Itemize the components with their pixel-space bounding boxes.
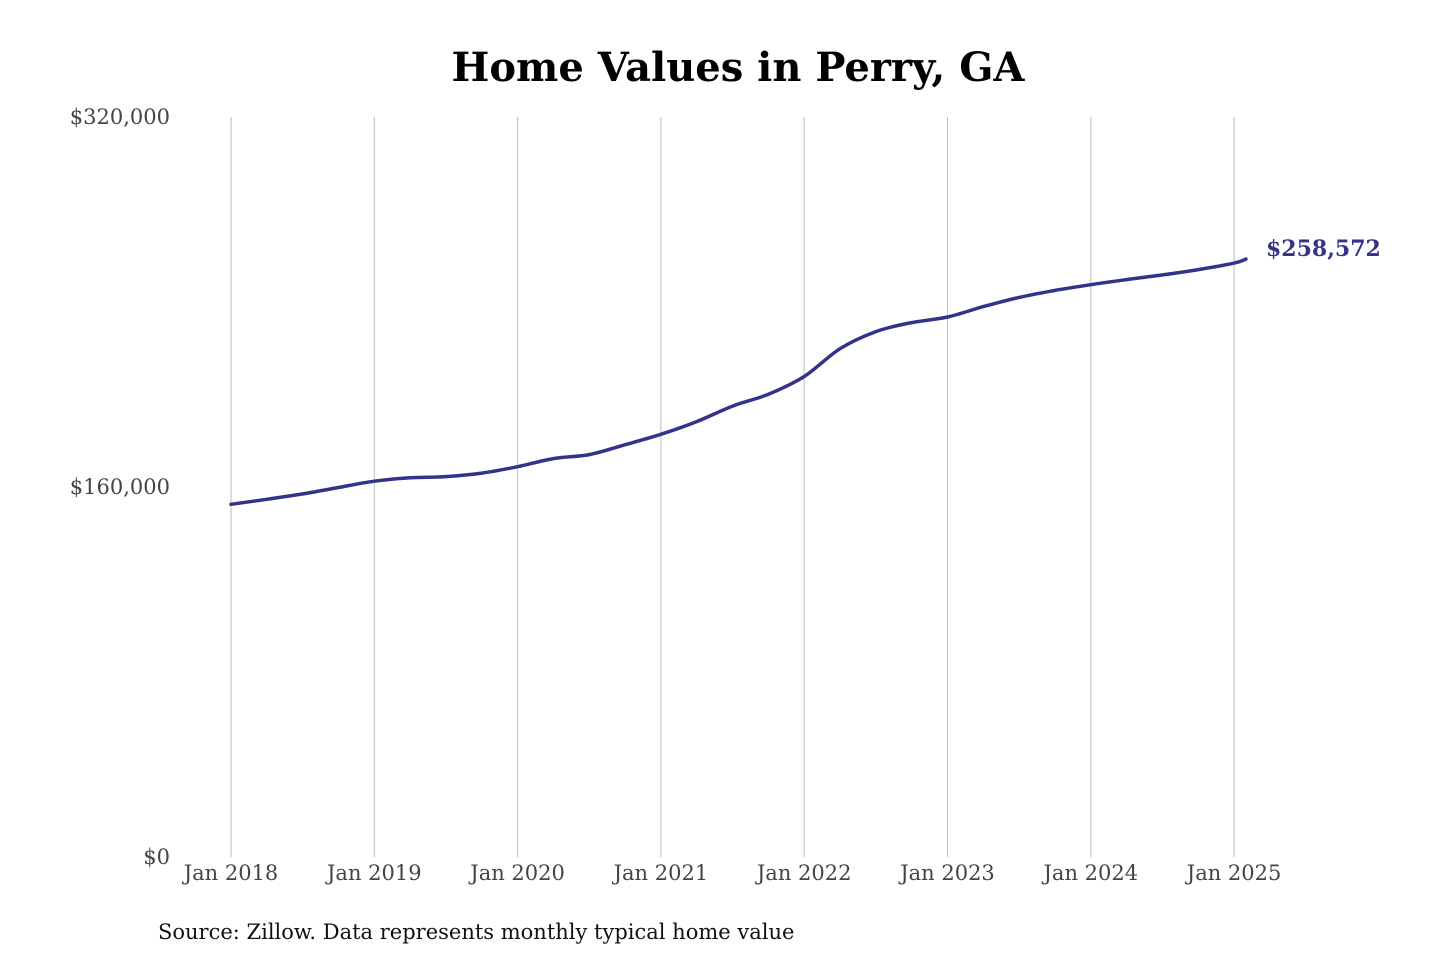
y-tick-label: $320,000 (70, 105, 170, 129)
x-tick-label: Jan 2019 (325, 861, 422, 885)
x-tick-label: Jan 2024 (1042, 861, 1139, 885)
x-axis-ticks: Jan 2018 Jan 2019 Jan 2020 Jan 2021 Jan 2022… (182, 861, 1282, 885)
x-tick-label: Jan 2021 (612, 861, 709, 885)
x-tick-label: Jan 2018 (182, 861, 279, 885)
source-note: Source: Zillow. Data represents monthly … (158, 920, 794, 944)
x-tick-label: Jan 2025 (1185, 861, 1282, 885)
x-tick-label: Jan 2023 (898, 861, 995, 885)
y-tick-label: $160,000 (70, 475, 170, 499)
x-tick-label: Jan 2022 (755, 861, 852, 885)
end-value-label: $258,572 (1266, 236, 1381, 262)
y-tick-label: $0 (143, 845, 170, 869)
x-tick-label: Jan 2020 (468, 861, 565, 885)
gridlines (230, 117, 1235, 857)
y-axis-ticks: $0 $160,000 $320,000 (70, 105, 170, 869)
chart-title: Home Values in Perry, GA (452, 44, 1026, 91)
home-value-line (229, 257, 1248, 507)
